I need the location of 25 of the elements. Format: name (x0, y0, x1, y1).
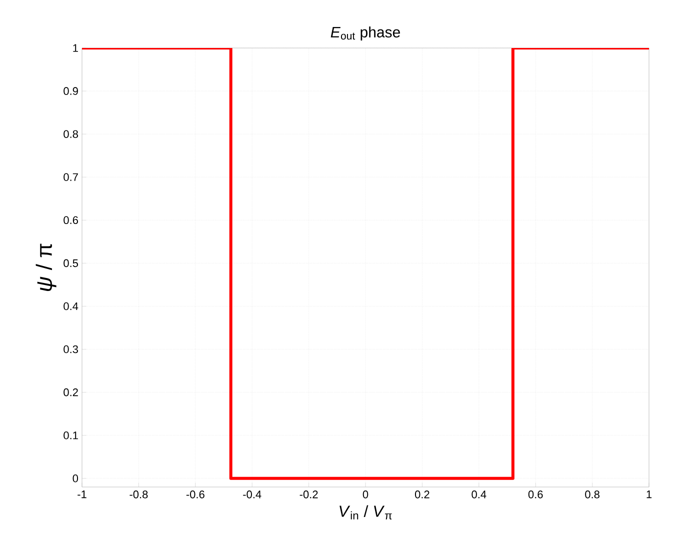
y-tick-label: 0.9 (64, 87, 78, 95)
x-axis-title: V$_{in}$ / V$_{π}$ (340, 505, 392, 520)
x-tick-label: 0 (362, 490, 368, 498)
x-tick-label: 0.2 (414, 490, 430, 498)
y-tick-label: 0.3 (64, 345, 78, 354)
y-tick-label: 1 (73, 44, 78, 52)
x-tick-label: -0.2 (300, 490, 318, 498)
y-tick-label: 0 (72, 474, 78, 482)
y-tick-label: 0.6 (64, 216, 78, 224)
x-tick-label: -1 (78, 490, 86, 498)
y-axis-title: ψ / π (36, 244, 56, 291)
y-tick-label: 0.2 (64, 388, 78, 396)
x-tick-label: 1 (646, 490, 652, 498)
x-tick-label: -0.4 (243, 490, 262, 498)
x-tick-label: -0.8 (130, 490, 148, 498)
y-tick-label: 0.7 (64, 173, 78, 182)
chart-title: E$_{out}$ phase (330, 26, 400, 40)
x-tick-label: 0.8 (585, 490, 600, 498)
y-tick-label: 0.1 (64, 431, 78, 440)
x-tick-label: -0.6 (186, 490, 204, 498)
x-tick-label: 0.6 (528, 490, 543, 498)
y-tick-label: 0.8 (64, 130, 78, 138)
y-tick-label: 0.4 (64, 302, 78, 310)
y-tick-label: 0.5 (64, 259, 78, 268)
x-tick-label: 0.4 (472, 490, 486, 498)
